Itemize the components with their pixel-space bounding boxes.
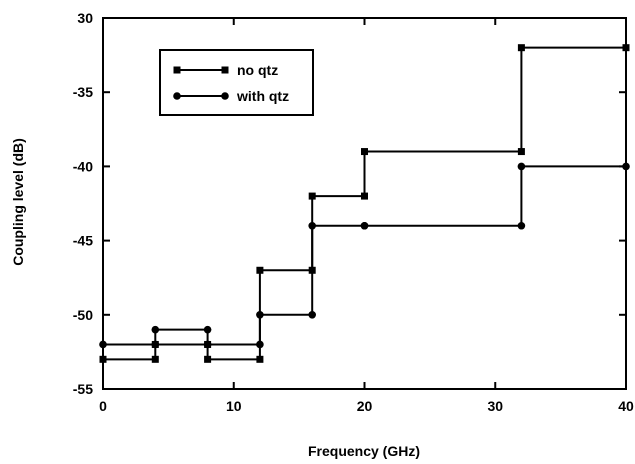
legend-marker: [174, 67, 181, 74]
data-point: [518, 222, 526, 230]
y-tick-label: 30: [77, 10, 93, 26]
data-point: [256, 356, 263, 363]
data-point: [308, 222, 316, 230]
data-point: [152, 326, 160, 334]
x-tick-label: 40: [618, 398, 634, 414]
data-point: [518, 44, 525, 51]
y-tick-label: -50: [73, 307, 93, 323]
legend-label: no qtz: [237, 62, 278, 78]
data-point: [361, 148, 368, 155]
data-point: [622, 163, 630, 171]
data-point: [152, 356, 159, 363]
data-point: [204, 356, 211, 363]
x-tick-label: 0: [99, 398, 107, 414]
y-tick-label: -55: [73, 381, 93, 397]
legend-marker: [221, 92, 229, 100]
legend-label: with qtz: [236, 88, 289, 104]
data-point: [204, 341, 212, 349]
legend-marker: [173, 92, 181, 100]
data-point: [99, 341, 107, 349]
y-tick-label: -40: [73, 158, 93, 174]
y-tick-label: -45: [73, 233, 93, 249]
data-point: [256, 341, 264, 349]
data-point: [256, 311, 264, 319]
y-tick-label: -35: [73, 84, 93, 100]
x-tick-label: 30: [487, 398, 503, 414]
y-axis-label: Coupling level (dB): [10, 138, 26, 266]
axis-tick-labels: 0 10 20 30 40 30 -35 -40 -45 -50 -55: [73, 10, 634, 414]
legend-marker: [222, 67, 229, 74]
x-axis-label: Frequency (GHz): [308, 443, 420, 459]
data-point: [623, 44, 630, 51]
data-point: [308, 311, 316, 319]
data-point: [100, 356, 107, 363]
data-point: [518, 148, 525, 155]
data-point: [152, 341, 160, 349]
data-point: [361, 222, 369, 230]
legend-box: [160, 50, 313, 115]
legend: no qtz with qtz: [160, 50, 313, 115]
data-point: [361, 193, 368, 200]
data-point: [256, 267, 263, 274]
data-point: [518, 163, 526, 171]
x-tick-label: 10: [226, 398, 242, 414]
data-point: [309, 193, 316, 200]
x-tick-label: 20: [357, 398, 373, 414]
data-point: [204, 326, 212, 334]
